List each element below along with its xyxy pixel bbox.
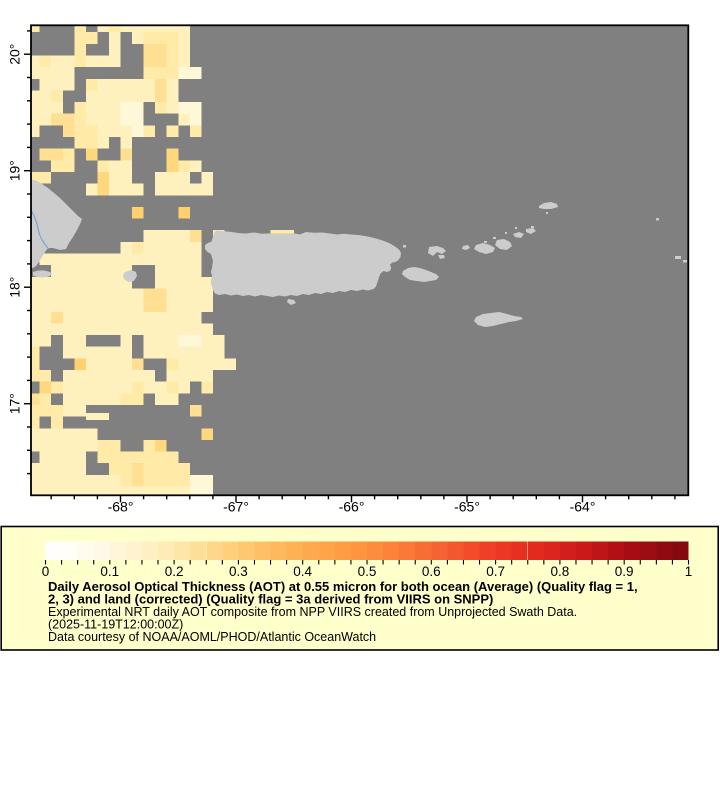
svg-text:-68°: -68° — [108, 499, 134, 515]
svg-text:17°: 17° — [7, 393, 23, 414]
svg-text:-66°: -66° — [339, 499, 365, 515]
svg-text:2, 3) and land (corrected) (Qu: 2, 3) and land (corrected) (Quality flag… — [48, 592, 493, 607]
svg-text:0.2: 0.2 — [165, 564, 184, 579]
svg-text:18°: 18° — [7, 277, 23, 298]
svg-text:0: 0 — [42, 564, 50, 579]
svg-text:0.3: 0.3 — [229, 564, 248, 579]
svg-text:-67°: -67° — [223, 499, 249, 515]
svg-text:0.6: 0.6 — [422, 564, 441, 579]
svg-text:Daily Aerosol Optical Thicknes: Daily Aerosol Optical Thickness (AOT) at… — [48, 579, 638, 594]
svg-text:0.5: 0.5 — [358, 564, 377, 579]
svg-text:19°: 19° — [7, 160, 23, 181]
svg-text:(2025-11-19T12:00:00Z): (2025-11-19T12:00:00Z) — [48, 618, 183, 632]
svg-text:0.1: 0.1 — [100, 564, 119, 579]
svg-text:1: 1 — [685, 564, 693, 579]
svg-text:0.7: 0.7 — [486, 564, 505, 579]
svg-text:-64°: -64° — [570, 499, 596, 515]
svg-text:Data courtesy of NOAA/AOML/PHO: Data courtesy of NOAA/AOML/PHOD/Atlantic… — [48, 630, 376, 644]
svg-text:0.4: 0.4 — [293, 564, 312, 579]
svg-text:Experimental NRT daily AOT com: Experimental NRT daily AOT composite fro… — [48, 605, 577, 619]
svg-text:0.8: 0.8 — [551, 564, 570, 579]
svg-text:0.9: 0.9 — [615, 564, 634, 579]
svg-text:20°: 20° — [7, 44, 23, 65]
svg-text:-65°: -65° — [454, 499, 480, 515]
